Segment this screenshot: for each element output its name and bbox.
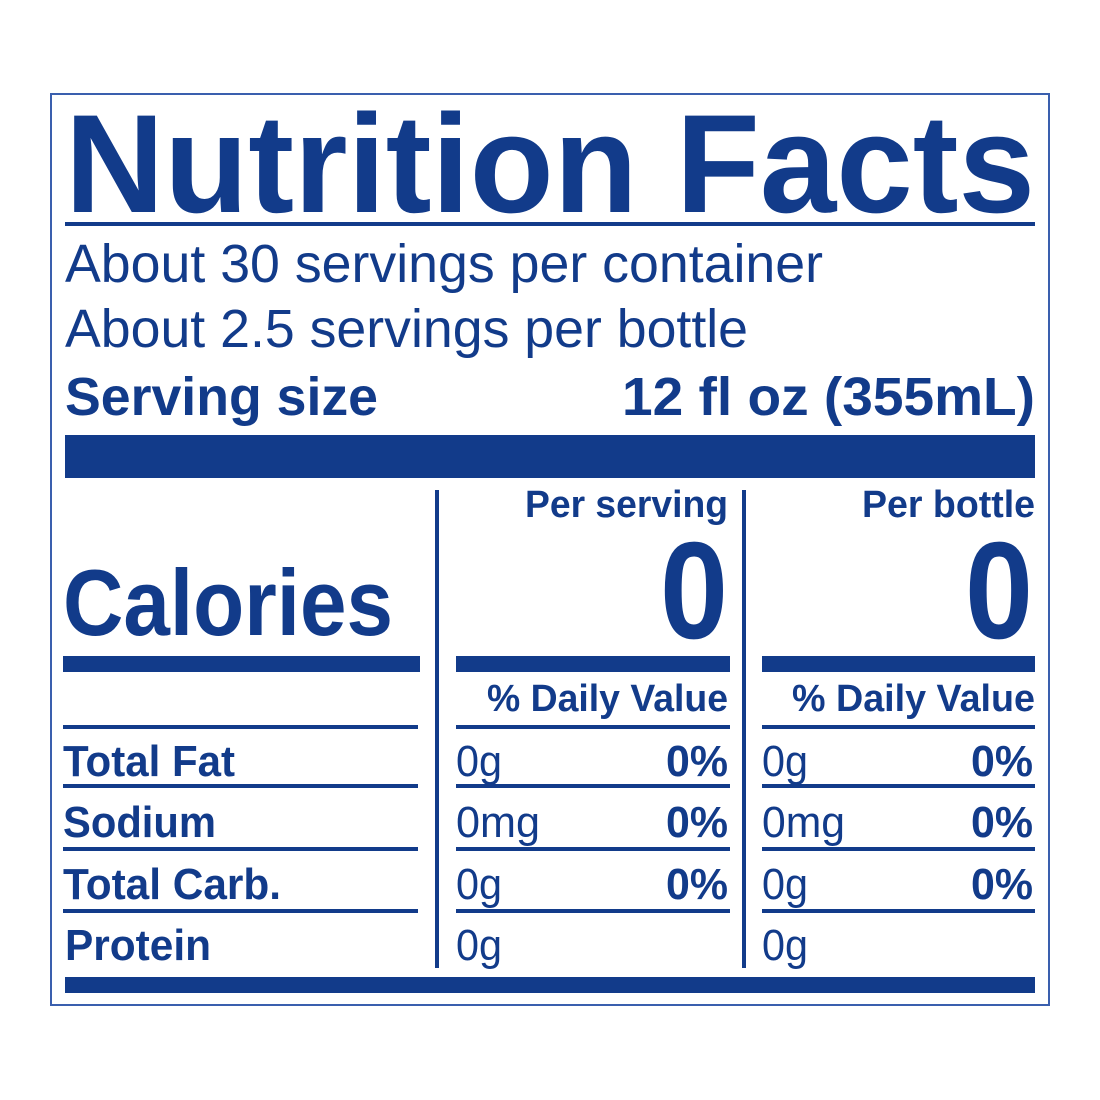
bottle-dv: 0% xyxy=(971,798,1033,847)
title-rule xyxy=(65,222,1035,226)
calories-per-bottle: 0 xyxy=(965,514,1033,668)
serving-dv: 0% xyxy=(666,860,728,909)
row-rules xyxy=(63,725,1035,913)
column-divider xyxy=(435,490,439,968)
nutrient-row-total-fat: Total Fat 0g 0% 0g 0% xyxy=(63,737,1033,786)
bottle-dv: 0% xyxy=(971,860,1033,909)
calories-rule xyxy=(63,656,420,672)
thick-rule xyxy=(65,435,1035,478)
daily-value-header-bottle: % Daily Value xyxy=(792,678,1035,720)
serving-amount: 0g xyxy=(456,737,502,786)
servings-per-bottle: About 2.5 servings per bottle xyxy=(65,299,748,359)
column-divider xyxy=(742,490,746,968)
serving-size-label: Serving size xyxy=(65,367,378,427)
serving-dv: 0% xyxy=(666,737,728,786)
nutrient-label: Total Carb. xyxy=(63,860,281,909)
calories-rule xyxy=(762,656,1035,672)
serving-amount: 0g xyxy=(456,860,502,909)
label-border xyxy=(50,93,1050,1006)
bottle-amount: 0g xyxy=(762,860,808,909)
per-serving-header: Per serving xyxy=(525,484,728,526)
bottle-dv: 0% xyxy=(971,737,1033,786)
serving-size-value: 12 fl oz (355mL) xyxy=(622,367,1035,427)
nutrient-label: Total Fat xyxy=(63,737,235,786)
bottle-amount: 0g xyxy=(762,921,808,970)
bottle-amount: 0mg xyxy=(762,798,845,847)
calories-label: Calories xyxy=(63,550,393,655)
calories-per-serving: 0 xyxy=(660,514,728,668)
nutrient-row-protein: Protein 0g 0g xyxy=(65,921,808,970)
nutrient-row-sodium: Sodium 0mg 0% 0mg 0% xyxy=(63,798,1033,847)
nutrient-row-total-carb: Total Carb. 0g 0% 0g 0% xyxy=(63,860,1033,909)
calories-rule xyxy=(456,656,730,672)
daily-value-header-serving: % Daily Value xyxy=(487,678,728,720)
serving-amount: 0g xyxy=(456,921,502,970)
per-bottle-header: Per bottle xyxy=(862,484,1035,526)
serving-dv: 0% xyxy=(666,798,728,847)
nutrient-label: Sodium xyxy=(63,798,216,847)
bottle-amount: 0g xyxy=(762,737,808,786)
nutrient-label: Protein xyxy=(65,921,211,970)
servings-per-container: About 30 servings per container xyxy=(65,234,823,294)
serving-amount: 0mg xyxy=(456,798,540,847)
bottom-rule xyxy=(65,977,1035,993)
title: Nutrition Facts xyxy=(65,85,1035,242)
